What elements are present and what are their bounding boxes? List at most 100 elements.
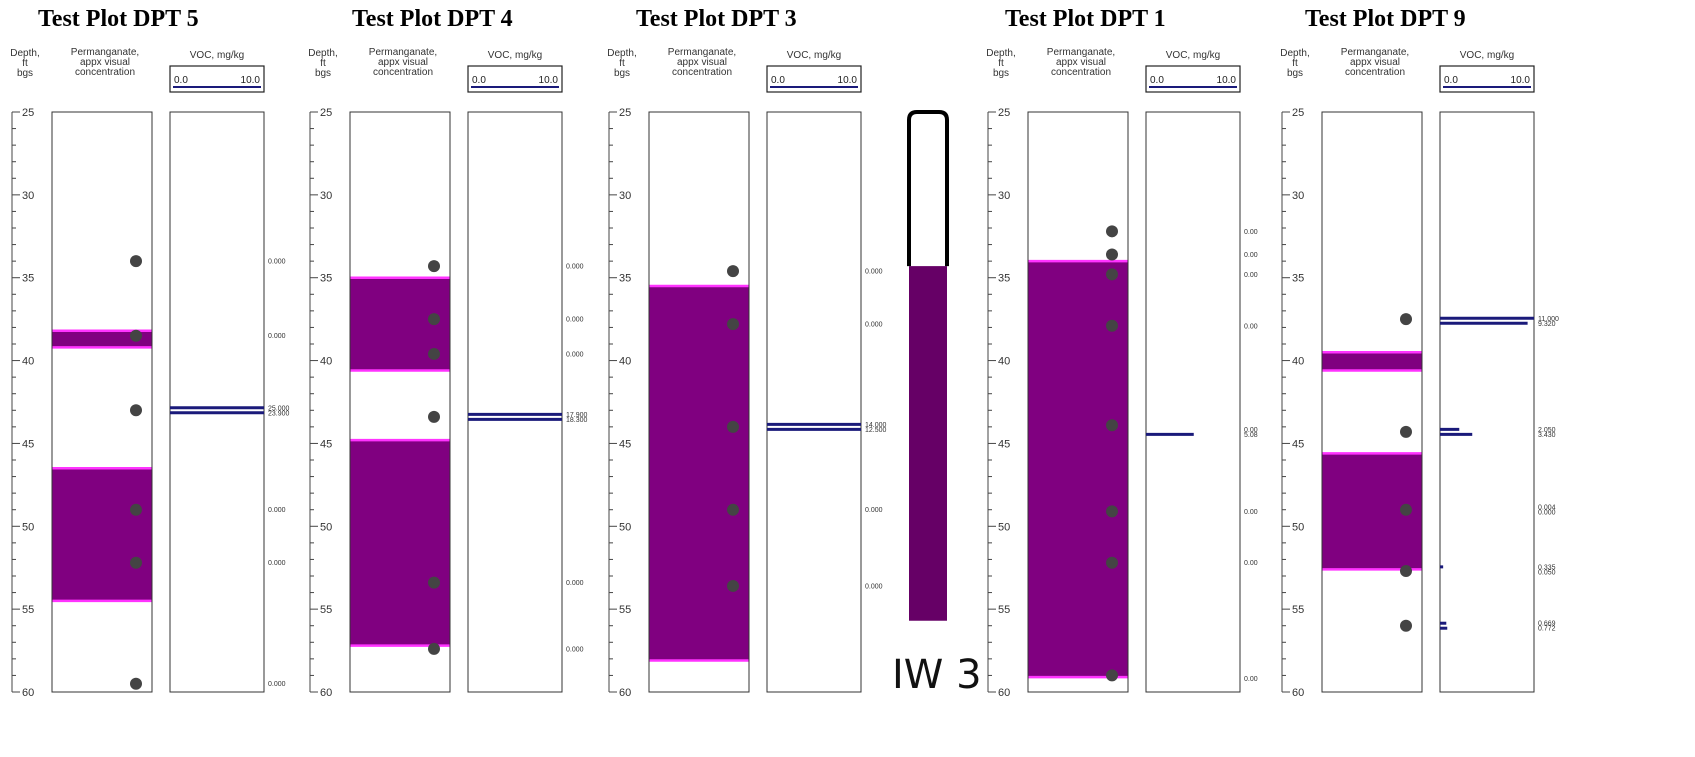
sample-point bbox=[130, 404, 142, 417]
voc-value-label: 0.000 bbox=[1538, 510, 1556, 517]
voc-scale-min: 0.0 bbox=[1150, 75, 1164, 86]
sample-point bbox=[428, 642, 440, 655]
voc-scale-max: 10.0 bbox=[838, 75, 858, 86]
voc-value-label: 0.000 bbox=[268, 259, 286, 266]
voc-value-label: 9.320 bbox=[1538, 321, 1556, 328]
voc-header: VOC, mg/kg bbox=[1166, 50, 1220, 61]
permanganate-zone bbox=[52, 468, 152, 601]
permanganate-zone bbox=[649, 286, 749, 661]
sample-point bbox=[428, 260, 440, 273]
sample-point bbox=[1400, 503, 1412, 516]
depth-tick-label: 55 bbox=[320, 604, 332, 616]
depth-header: ft bbox=[619, 58, 625, 69]
depth-header: Depth, bbox=[308, 48, 337, 59]
depth-tick-label: 50 bbox=[1292, 521, 1304, 533]
voc-column bbox=[467, 111, 563, 693]
sample-point bbox=[727, 503, 739, 516]
voc-scale-min: 0.0 bbox=[174, 75, 188, 86]
depth-tick-label: 45 bbox=[619, 438, 631, 450]
voc-value-label: 0.00 bbox=[1244, 560, 1258, 567]
voc-scale-max: 10.0 bbox=[1217, 75, 1237, 86]
depth-tick-label: 60 bbox=[998, 687, 1010, 699]
depth-header: bgs bbox=[614, 68, 630, 79]
sample-point bbox=[130, 503, 142, 516]
depth-header: Depth, bbox=[986, 48, 1015, 59]
sample-point bbox=[727, 318, 739, 331]
injection-well-iw3: IW 3 bbox=[892, 110, 982, 698]
voc-header: VOC, mg/kg bbox=[787, 50, 841, 61]
permanganate-column bbox=[1321, 111, 1423, 693]
voc-value-label: 0.000 bbox=[566, 646, 584, 653]
voc-value-label: 0.000 bbox=[268, 507, 286, 514]
voc-header: VOC, mg/kg bbox=[1460, 50, 1514, 61]
sample-point bbox=[1400, 313, 1412, 326]
depth-tick-label: 40 bbox=[1292, 356, 1304, 368]
depth-tick-label: 45 bbox=[22, 438, 34, 450]
voc-column bbox=[1439, 111, 1535, 693]
voc-scale-max: 10.0 bbox=[539, 75, 559, 86]
voc-scale-max: 10.0 bbox=[1511, 75, 1531, 86]
voc-value-label: 0.000 bbox=[865, 583, 883, 590]
voc-value-label: 0.00 bbox=[1244, 509, 1258, 516]
voc-value-label: 25.000 bbox=[268, 405, 290, 412]
voc-value-label: 0.000 bbox=[865, 507, 883, 514]
permanganate-header: appx visual bbox=[677, 57, 727, 68]
voc-value-label: 0.00 bbox=[1244, 323, 1258, 330]
depth-tick-label: 25 bbox=[619, 107, 631, 119]
voc-value-label: 0.000 bbox=[566, 351, 584, 358]
depth-tick-label: 30 bbox=[22, 190, 34, 202]
sample-point bbox=[1400, 425, 1412, 438]
voc-header: VOC, mg/kg bbox=[488, 50, 542, 61]
depth-header: ft bbox=[320, 58, 326, 69]
depth-tick-label: 30 bbox=[1292, 190, 1304, 202]
sample-point bbox=[428, 313, 440, 326]
sample-point bbox=[1106, 669, 1118, 682]
depth-tick-label: 30 bbox=[619, 190, 631, 202]
depth-tick-label: 25 bbox=[320, 107, 332, 119]
depth-tick-label: 25 bbox=[22, 107, 34, 119]
depth-tick-label: 55 bbox=[998, 604, 1010, 616]
depth-tick-label: 45 bbox=[998, 438, 1010, 450]
depth-header: ft bbox=[998, 58, 1004, 69]
permanganate-header: concentration bbox=[75, 67, 135, 78]
depth-tick-label: 35 bbox=[619, 273, 631, 285]
depth-tick-label: 35 bbox=[998, 273, 1010, 285]
sample-point bbox=[428, 347, 440, 360]
permanganate-header: concentration bbox=[672, 67, 732, 78]
depth-tick-label: 45 bbox=[1292, 438, 1304, 450]
sample-point bbox=[1106, 419, 1118, 432]
voc-value-label: 0.000 bbox=[865, 322, 883, 329]
permanganate-header: appx visual bbox=[1350, 57, 1400, 68]
voc-value-label: 12.500 bbox=[865, 427, 887, 434]
depth-header: bgs bbox=[315, 68, 331, 79]
sample-point bbox=[727, 265, 739, 278]
voc-scale-max: 10.0 bbox=[241, 75, 261, 86]
permanganate-header: Permanganate, bbox=[1341, 47, 1409, 58]
depth-header: bgs bbox=[1287, 68, 1303, 79]
voc-value-label: 0.000 bbox=[566, 580, 584, 587]
depth-tick-label: 50 bbox=[22, 521, 34, 533]
voc-value-label: 0.00 bbox=[1244, 252, 1258, 259]
permanganate-zone bbox=[350, 440, 450, 646]
sample-point bbox=[130, 329, 142, 342]
depth-tick-label: 40 bbox=[619, 356, 631, 368]
depth-tick-label: 60 bbox=[22, 687, 34, 699]
voc-header: VOC, mg/kg bbox=[190, 50, 244, 61]
voc-value-label: 0.00 bbox=[1244, 676, 1258, 683]
well-casing bbox=[907, 110, 949, 267]
plot-title: Test Plot DPT 3 bbox=[636, 6, 797, 32]
sample-point bbox=[130, 556, 142, 569]
voc-value-label: 11.000 bbox=[1538, 316, 1559, 323]
well-label: IW 3 bbox=[892, 652, 982, 698]
voc-column bbox=[1145, 111, 1241, 693]
depth-tick-label: 50 bbox=[320, 521, 332, 533]
voc-value-label: 23.900 bbox=[268, 410, 290, 417]
voc-value-label: 14.000 bbox=[865, 422, 887, 429]
depth-tick-label: 40 bbox=[998, 356, 1010, 368]
voc-value-label: 18.300 bbox=[566, 417, 588, 424]
depth-tick-label: 35 bbox=[22, 273, 34, 285]
depth-tick-label: 60 bbox=[1292, 687, 1304, 699]
